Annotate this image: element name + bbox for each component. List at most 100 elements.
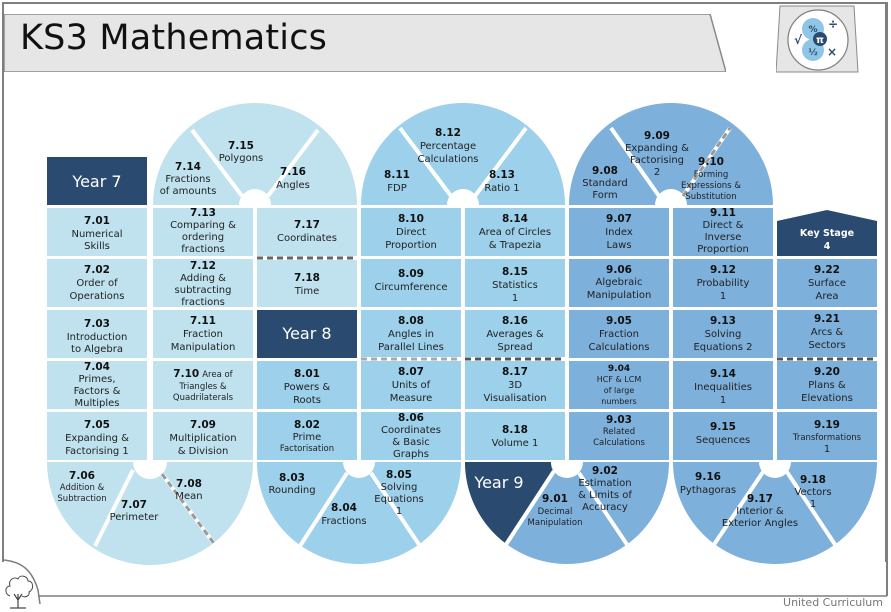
svg-text:Decimal: Decimal — [538, 507, 573, 517]
svg-text:Calculations: Calculations — [593, 438, 645, 448]
unit-9-04[interactable]: 9.04 HCF & LCM of large numbers — [569, 361, 669, 409]
unit-9-15[interactable]: 9.15 Sequences — [673, 412, 773, 460]
unit-7-15[interactable]: 7.15 Polygons — [219, 140, 264, 164]
unit-8-18[interactable]: 8.18 Volume 1 — [465, 412, 565, 460]
unit-9-16[interactable]: 9.16 Pythagoras — [680, 471, 736, 496]
unit-7-12[interactable]: 7.12 Adding & subtracting fractions — [153, 259, 253, 308]
svg-text:Proportion: Proportion — [385, 240, 437, 251]
svg-text:Statistics: Statistics — [492, 280, 538, 291]
unit-7-10[interactable]: 7.10 Area of Triangles & Quadrilaterals — [153, 361, 253, 409]
svg-text:Elevations: Elevations — [801, 393, 853, 404]
unit-9-21[interactable]: 9.21 Arcs & Sectors — [777, 310, 877, 357]
unit-8-14[interactable]: 8.14 Area of Circles & Trapezia — [465, 208, 565, 256]
unit-9-02[interactable]: 9.02 Estimation & Limits of Accuracy — [578, 465, 632, 513]
unit-9-06[interactable]: 9.06 Algebraic Manipulation — [569, 259, 669, 307]
svg-text:8.03: 8.03 — [279, 472, 305, 484]
unit-7-09[interactable]: 7.09 Multiplication & Division — [153, 412, 253, 460]
svg-text:Fractions: Fractions — [321, 516, 366, 527]
svg-text:7.12: 7.12 — [190, 260, 216, 272]
unit-9-11[interactable]: 9.11 Direct & Inverse Proportion — [673, 207, 773, 256]
svg-text:Plans &: Plans & — [808, 380, 846, 391]
unit-7-17[interactable]: 7.17 Coordinates — [257, 208, 357, 256]
year7-label: Year 7 — [47, 157, 147, 205]
unit-9-14[interactable]: 9.14 Inequalities 1 — [673, 361, 773, 409]
unit-7-05[interactable]: 7.05 Expanding & Factorising 1 — [47, 412, 147, 460]
unit-8-08[interactable]: 8.08 Angles in Parallel Lines — [361, 310, 461, 357]
unit-9-22[interactable]: 9.22 Surface Area — [777, 259, 877, 307]
unit-9-10[interactable]: 9.10 Forming Expressions & Substitution — [681, 156, 741, 202]
svg-text:Triangles &: Triangles & — [178, 382, 227, 392]
svg-text:2: 2 — [654, 167, 660, 178]
unit-7-07[interactable]: 7.07 Perimeter — [110, 499, 160, 523]
unit-8-13[interactable]: 8.13 Ratio 1 — [484, 169, 519, 194]
svg-text:Proportion: Proportion — [697, 244, 749, 255]
svg-text:Vectors: Vectors — [794, 487, 831, 498]
unit-7-13[interactable]: 7.13 Comparing & ordering fractions — [153, 207, 253, 256]
unit-7-16[interactable]: 7.16 Angles — [276, 166, 310, 191]
unit-7-11[interactable]: 7.11 Fraction Manipulation — [153, 310, 253, 358]
svg-text:8.01: 8.01 — [294, 368, 320, 380]
year8-label: Year 8 — [257, 310, 357, 358]
unit-8-03[interactable]: 8.03 Rounding — [268, 472, 315, 496]
unit-7-14[interactable]: 7.14 Fractions of amounts — [160, 161, 217, 197]
unit-7-08[interactable]: 7.08 Mean — [175, 478, 202, 502]
svg-text:Accuracy: Accuracy — [582, 502, 628, 513]
svg-text:Index: Index — [605, 227, 633, 238]
svg-text:9.07: 9.07 — [606, 213, 632, 225]
unit-7-03[interactable]: 7.03 Introduction to Algebra — [47, 310, 147, 358]
svg-text:ordering: ordering — [182, 232, 224, 243]
svg-text:Inequalities: Inequalities — [694, 382, 752, 393]
unit-9-08[interactable]: 9.08 Standard Form — [582, 165, 628, 201]
unit-9-12[interactable]: 9.12 Probability 1 — [673, 259, 773, 307]
svg-text:of large: of large — [604, 386, 635, 395]
unit-9-01[interactable]: 9.01 Decimal Manipulation — [528, 493, 583, 528]
unit-8-15[interactable]: 8.15 Statistics 1 — [465, 259, 565, 307]
svg-text:7.15: 7.15 — [228, 140, 254, 152]
unit-9-05[interactable]: 9.05 Fraction Calculations — [569, 310, 669, 358]
unit-7-02[interactable]: 7.02 Order of Operations — [47, 259, 147, 307]
unit-7-04[interactable]: 7.04 Primes, Factors & Multiples — [47, 361, 147, 409]
unit-9-07[interactable]: 9.07 Index Laws — [569, 208, 669, 256]
unit-7-01[interactable]: 7.01 Numerical Skills — [47, 208, 147, 256]
svg-text:1: 1 — [396, 506, 402, 517]
svg-text:numbers: numbers — [601, 397, 636, 406]
unit-7-06[interactable]: 7.06 Addition & Subtraction — [57, 470, 106, 504]
unit-9-20[interactable]: 9.20 Plans & Elevations — [777, 361, 877, 409]
svg-text:fractions: fractions — [181, 244, 225, 255]
svg-text:Surface: Surface — [808, 278, 846, 289]
unit-8-05[interactable]: 8.05 Solving Equations 1 — [374, 469, 424, 517]
svg-text:8.16: 8.16 — [502, 315, 528, 327]
bottom-arc-year7 — [47, 462, 253, 565]
unit-8-12[interactable]: 8.12 Percentage Calculations — [418, 127, 479, 165]
unit-9-19[interactable]: 9.19 Transformations 1 — [777, 412, 877, 460]
frame-corner — [3, 559, 41, 605]
unit-9-17[interactable]: 9.17 Interior & Exterior Angles — [722, 493, 798, 529]
svg-text:Laws: Laws — [606, 240, 631, 251]
unit-8-11[interactable]: 8.11 FDP — [384, 169, 410, 194]
svg-text:Multiples: Multiples — [75, 398, 120, 409]
unit-9-09[interactable]: 9.09 Expanding & Factorising 2 — [625, 130, 689, 178]
svg-text:Coordinates: Coordinates — [381, 425, 441, 436]
svg-text:1: 1 — [720, 395, 726, 406]
unit-7-18[interactable]: 7.18 Time — [257, 260, 357, 307]
svg-text:Percentage: Percentage — [420, 141, 476, 152]
svg-text:Prime: Prime — [293, 432, 322, 443]
unit-9-13[interactable]: 9.13 Solving Equations 2 — [673, 310, 773, 358]
unit-8-09[interactable]: 8.09 Circumference — [361, 259, 461, 307]
svg-text:8.15: 8.15 — [502, 266, 528, 278]
unit-8-06[interactable]: 8.06 Coordinates & Basic Graphs — [361, 412, 461, 460]
unit-8-16[interactable]: 8.16 Averages & Spread — [465, 310, 565, 357]
svg-text:Expressions &: Expressions & — [681, 181, 741, 191]
svg-text:8.17: 8.17 — [502, 366, 528, 378]
svg-text:of amounts: of amounts — [160, 186, 217, 197]
svg-text:Rounding: Rounding — [268, 485, 315, 496]
unit-8-07[interactable]: 8.07 Units of Measure — [361, 361, 461, 409]
unit-8-01[interactable]: 8.01 Powers & Roots — [257, 361, 357, 409]
unit-9-03[interactable]: 9.03 Related Calculations — [569, 412, 669, 460]
unit-8-17[interactable]: 8.17 3D Visualisation — [465, 361, 565, 409]
unit-9-18[interactable]: 9.18 Vectors 1 — [794, 474, 831, 510]
unit-8-10[interactable]: 8.10 Direct Proportion — [361, 208, 461, 256]
svg-text:Factorising: Factorising — [630, 155, 684, 166]
unit-8-02[interactable]: 8.02 Prime Factorisation — [257, 412, 357, 460]
unit-8-04[interactable]: 8.04 Fractions — [321, 502, 366, 527]
